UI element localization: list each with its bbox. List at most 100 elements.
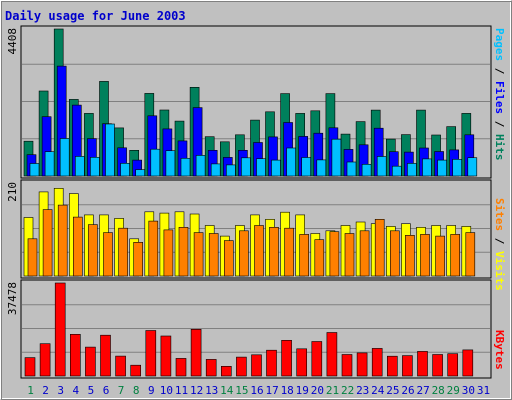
legend-part: Visits bbox=[493, 251, 506, 291]
x-tick-label-10: 10 bbox=[160, 384, 173, 397]
x-tick-label-5: 5 bbox=[88, 384, 95, 397]
panel-top-bars bbox=[23, 28, 478, 177]
bar-pages-day-3 bbox=[59, 138, 70, 177]
bar-sites-day-23 bbox=[359, 230, 370, 277]
bar-pages-day-23 bbox=[361, 164, 372, 177]
x-tick-label-20: 20 bbox=[311, 384, 324, 397]
bar-kbytes-day-9 bbox=[145, 330, 157, 377]
bar-kbytes-day-8 bbox=[130, 364, 141, 377]
bar-sites-day-15 bbox=[239, 230, 249, 277]
bar-pages-day-19 bbox=[301, 157, 312, 177]
bar-sites-day-5 bbox=[88, 224, 98, 277]
bar-sites-day-21 bbox=[329, 231, 340, 277]
bar-pages-day-7 bbox=[120, 163, 130, 177]
x-tick-label-6: 6 bbox=[103, 384, 110, 397]
legend-part: / bbox=[493, 114, 506, 134]
bar-kbytes-day-19 bbox=[296, 348, 308, 377]
bar-kbytes-day-25 bbox=[386, 355, 398, 377]
legend-part: Pages bbox=[493, 28, 506, 61]
x-tick-label-19: 19 bbox=[296, 384, 309, 397]
bar-kbytes-day-11 bbox=[175, 358, 187, 377]
bar-kbytes-day-28 bbox=[432, 354, 443, 377]
chart-title: Daily usage for June 2003 bbox=[5, 9, 186, 23]
x-tick-label-30: 30 bbox=[462, 384, 475, 397]
bar-kbytes-day-22 bbox=[341, 354, 353, 377]
panel-top-legend: Pages / Files / Hits bbox=[493, 28, 506, 161]
bar-sites-day-26 bbox=[405, 235, 415, 277]
panel-middle-legend: Sites / Visits bbox=[493, 198, 506, 291]
x-tick-label-4: 4 bbox=[72, 384, 79, 397]
bar-kbytes-day-17 bbox=[266, 349, 277, 377]
x-tick-label-29: 29 bbox=[447, 384, 460, 397]
legend-part: Hits bbox=[493, 134, 506, 161]
x-tick-label-11: 11 bbox=[175, 384, 188, 397]
bar-pages-day-2 bbox=[44, 151, 55, 177]
bar-kbytes-day-10 bbox=[160, 335, 172, 377]
bar-sites-day-18 bbox=[284, 227, 294, 277]
bar-pages-day-8 bbox=[135, 169, 145, 177]
x-tick-label-25: 25 bbox=[386, 384, 399, 397]
panel-bottom-legend: KBytes bbox=[493, 330, 506, 370]
bar-sites-day-14 bbox=[224, 240, 234, 277]
x-tick-label-2: 2 bbox=[42, 384, 49, 397]
bar-sites-day-6 bbox=[103, 232, 113, 277]
bar-kbytes-day-12 bbox=[190, 328, 202, 377]
bar-pages-day-10 bbox=[165, 150, 176, 177]
bar-pages-day-28 bbox=[437, 159, 447, 177]
bar-kbytes-day-18 bbox=[281, 339, 292, 377]
bar-kbytes-day-4 bbox=[70, 333, 81, 377]
x-tick-label-12: 12 bbox=[190, 384, 203, 397]
bar-pages-day-5 bbox=[90, 157, 100, 177]
x-tick-label-21: 21 bbox=[326, 384, 339, 397]
legend-part: Sites bbox=[493, 198, 506, 231]
bar-pages-day-29 bbox=[452, 159, 463, 177]
bar-sites-day-2 bbox=[42, 209, 53, 277]
bar-sites-day-16 bbox=[254, 225, 264, 277]
bar-kbytes-day-5 bbox=[85, 346, 96, 377]
bar-pages-day-9 bbox=[150, 148, 161, 177]
bar-kbytes-day-16 bbox=[251, 354, 262, 377]
legend-part: KBytes bbox=[493, 330, 506, 370]
x-axis-labels: 1 2 3 4 5 6 7 8 9 10 11 12 13 14 15 16 17 18 19 20 21 22 23 24 2… bbox=[27, 384, 490, 397]
bar-kbytes-day-20 bbox=[311, 341, 323, 377]
bar-sites-day-24 bbox=[374, 219, 385, 277]
x-tick-label-7: 7 bbox=[118, 384, 125, 397]
panel-kbytes: 37478 KBytes bbox=[6, 279, 506, 379]
bar-kbytes-day-26 bbox=[402, 355, 413, 377]
panel-bottom-grid bbox=[22, 304, 490, 353]
bar-pages-day-15 bbox=[241, 157, 251, 177]
bar-kbytes-day-21 bbox=[326, 332, 338, 377]
bar-pages-day-22 bbox=[346, 161, 357, 177]
bar-sites-day-3 bbox=[57, 204, 68, 277]
panel-top-ymax-label: 4408 bbox=[6, 28, 19, 55]
x-tick-label-8: 8 bbox=[133, 384, 140, 397]
bar-kbytes-day-24 bbox=[371, 348, 383, 377]
x-tick-label-14: 14 bbox=[220, 384, 234, 397]
bar-sites-day-1 bbox=[27, 238, 38, 277]
bar-kbytes-day-7 bbox=[115, 355, 126, 377]
bar-sites-day-29 bbox=[450, 234, 461, 277]
bar-pages-day-21 bbox=[331, 138, 342, 177]
bar-sites-day-13 bbox=[208, 233, 219, 277]
bar-sites-day-28 bbox=[435, 235, 445, 277]
panel-middle-bars bbox=[23, 188, 476, 277]
bar-kbytes-day-29 bbox=[447, 353, 459, 377]
bar-kbytes-day-23 bbox=[356, 352, 368, 377]
x-tick-label-24: 24 bbox=[371, 384, 385, 397]
bar-pages-day-16 bbox=[256, 158, 266, 177]
panel-bottom-ymax-label: 37478 bbox=[6, 282, 19, 315]
bar-pages-day-11 bbox=[180, 158, 191, 177]
bar-kbytes-day-6 bbox=[100, 334, 111, 377]
bar-pages-day-27 bbox=[422, 158, 432, 177]
bar-pages-day-13 bbox=[210, 163, 221, 177]
x-tick-label-3: 3 bbox=[57, 384, 64, 397]
x-tick-label-28: 28 bbox=[432, 384, 445, 397]
x-tick-label-18: 18 bbox=[281, 384, 294, 397]
bar-sites-day-30 bbox=[465, 232, 476, 277]
bar-sites-day-7 bbox=[118, 227, 128, 277]
bar-kbytes-day-3 bbox=[54, 282, 66, 377]
bar-sites-day-8 bbox=[133, 242, 143, 277]
bar-pages-day-25 bbox=[391, 165, 402, 177]
